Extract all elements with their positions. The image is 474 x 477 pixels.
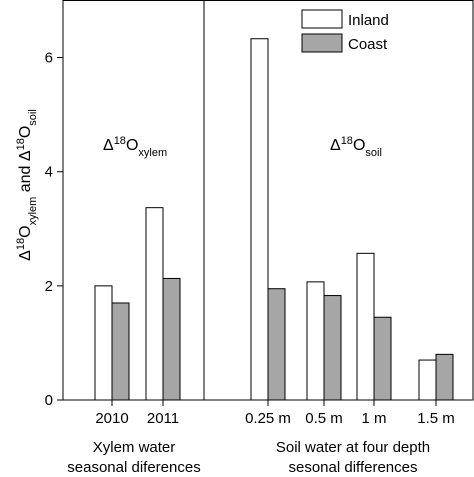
bar-inland-4 — [356, 252, 375, 401]
y-label-o-1: O — [17, 225, 34, 237]
group-label-soil-line1: Soil water at four depth — [276, 439, 430, 456]
x-tick-label: 2011 — [147, 410, 179, 427]
annotation-xylem: Δ18Oxylem — [103, 135, 167, 159]
bar-coast-0 — [111, 302, 130, 401]
x-axis-ticks: 2010 2011 0.25 m 0.5 m 1 m 1.5 m — [95, 400, 455, 427]
x-tick-label: 0.25 m — [245, 410, 291, 427]
x-tick-label: 1 m — [361, 410, 386, 427]
y-axis-label: Δ18Oxylem and Δ18Osoil — [15, 109, 39, 261]
y-label-sub-2: soil — [27, 109, 39, 126]
group-label-soil-line2: sesonal differences — [289, 459, 418, 476]
x-tick-label: 0.5 m — [305, 410, 343, 427]
y-tick-label: 0 — [45, 392, 53, 409]
legend-swatch-coast — [301, 33, 343, 53]
legend-label-coast: Coast — [348, 36, 388, 53]
bar-coast-4 — [373, 316, 392, 401]
group-label-xylem-line2: seasonal diferences — [67, 459, 200, 476]
bars — [94, 38, 454, 401]
y-label-o-2: O — [17, 126, 34, 138]
legend: Inland Coast — [301, 9, 389, 53]
bar-inland-1 — [145, 207, 164, 401]
bar-coast-3 — [323, 295, 342, 401]
x-tick-label: 1.5 m — [417, 410, 455, 427]
y-label-sup-2: 18 — [15, 138, 27, 150]
bar-inland-0 — [94, 285, 113, 401]
bar-inland-5 — [418, 359, 437, 401]
group-label-xylem-line1: Xylem water — [93, 439, 176, 456]
legend-label-inland: Inland — [348, 12, 389, 29]
y-tick-label: 4 — [45, 164, 53, 181]
legend-swatch-inland — [301, 9, 343, 29]
y-label-sub-1: xylem — [27, 197, 39, 226]
bar-inland-2 — [250, 38, 269, 401]
bar-coast-2 — [267, 288, 286, 401]
y-label-delta-1: Δ — [17, 250, 34, 261]
x-tick-label: 2010 — [95, 410, 128, 427]
y-label-and: and — [17, 161, 34, 197]
bar-coast-5 — [435, 353, 454, 401]
bar-coast-1 — [162, 277, 181, 401]
y-label-sup-1: 18 — [15, 238, 27, 250]
annotation-soil: Δ18Osoil — [330, 135, 382, 159]
y-tick-label: 6 — [45, 50, 53, 67]
y-axis-ticks: 0 2 4 6 — [45, 50, 63, 409]
y-tick-label: 2 — [45, 278, 53, 295]
bar-inland-3 — [306, 281, 325, 401]
y-label-delta-2: Δ — [17, 150, 34, 161]
